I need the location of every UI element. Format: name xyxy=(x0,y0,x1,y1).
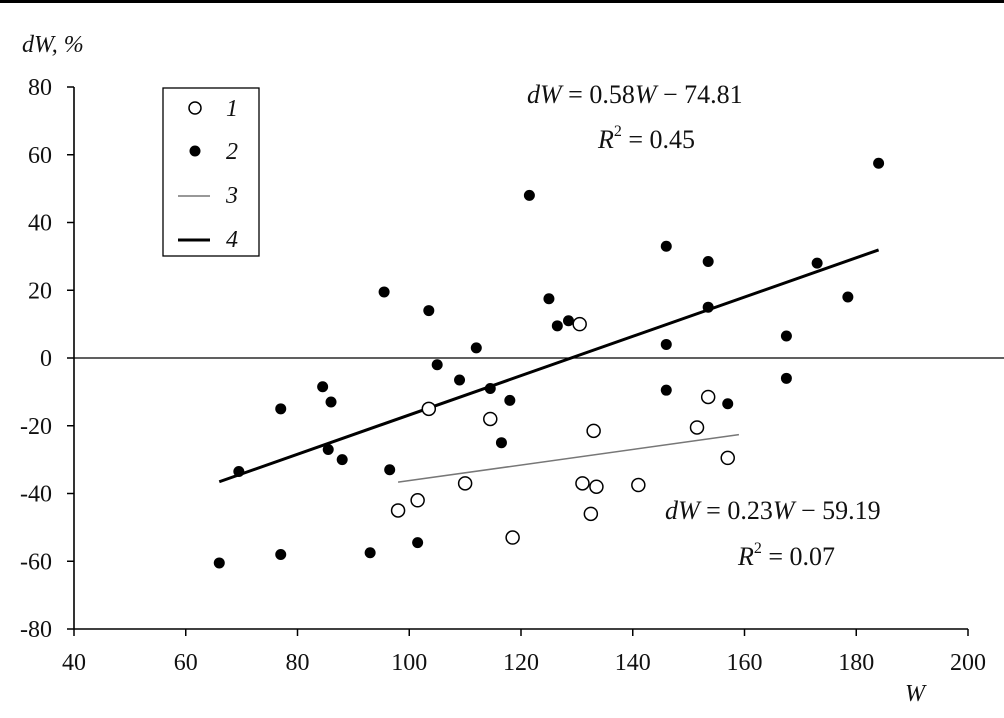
y-tick-label: -20 xyxy=(20,414,52,440)
legend-label-2: 2 xyxy=(226,139,238,165)
legend-label-4: 4 xyxy=(226,227,238,253)
y-tick-label: 40 xyxy=(28,211,52,237)
x-axis-title: W xyxy=(905,681,927,707)
series-1-point xyxy=(589,479,604,494)
series-2-point xyxy=(722,398,734,410)
x-tick-label: 80 xyxy=(286,650,310,676)
series-2-point xyxy=(384,464,396,476)
series-1-point xyxy=(390,503,406,518)
regression-line-4 xyxy=(218,248,880,484)
series-2-point xyxy=(322,443,334,455)
series-2-point xyxy=(325,396,337,408)
x-tick-label: 140 xyxy=(615,650,651,676)
series-2-point xyxy=(423,305,435,317)
series-2-point xyxy=(660,338,672,350)
series-2-point xyxy=(562,315,574,327)
series-2-point xyxy=(495,437,507,449)
y-axis-title: dW, % xyxy=(22,32,84,58)
series-2-point xyxy=(317,381,329,393)
series-2-point xyxy=(431,359,443,371)
legend-label-3: 3 xyxy=(225,183,238,209)
series-2-point xyxy=(780,330,792,342)
x-tick-label: 60 xyxy=(174,650,198,676)
series-1-point xyxy=(575,476,590,491)
regression-equation-4: dW = 0.58W − 74.81 R2 = 0.45 xyxy=(527,80,743,154)
series-1-point xyxy=(586,423,601,439)
y-axis-ticks: -80 -60 -40 -20 0 20 40 60 80 xyxy=(20,75,74,643)
series-2-point xyxy=(873,157,885,169)
series-2-point xyxy=(842,291,854,303)
series-2-point xyxy=(336,454,348,466)
series-1-point xyxy=(700,389,716,405)
series-1-points xyxy=(390,316,735,545)
series-2-point xyxy=(702,301,714,313)
series-2-points xyxy=(213,157,885,569)
series-2-point xyxy=(660,384,672,396)
top-border-rule xyxy=(0,0,1004,3)
y-tick-label: 80 xyxy=(28,75,52,101)
series-2-point xyxy=(412,537,424,549)
series-2-point xyxy=(364,547,376,559)
series-1-point xyxy=(689,420,705,435)
series-1-point xyxy=(483,411,498,427)
x-tick-label: 100 xyxy=(391,650,427,676)
legend-filled-circle-marker xyxy=(189,145,201,157)
series-1-point xyxy=(631,477,646,493)
series-2-point xyxy=(213,557,225,569)
regression-equation-3: dW = 0.23W − 59.19 R2 = 0.07 xyxy=(665,496,881,571)
y-tick-label: 20 xyxy=(28,278,52,304)
legend-box xyxy=(162,87,260,257)
x-tick-label: 40 xyxy=(62,650,86,676)
x-tick-label: 180 xyxy=(838,650,874,676)
series-2-point xyxy=(523,189,535,201)
series-1-point xyxy=(457,476,473,491)
legend: 1 2 3 4 xyxy=(162,87,260,257)
series-2-point xyxy=(275,548,287,560)
y-tick-label: -80 xyxy=(20,617,52,643)
legend-open-circle-marker xyxy=(188,101,202,115)
series-2-point xyxy=(702,255,714,267)
series-1-point xyxy=(410,493,425,508)
series-2-point xyxy=(504,394,516,406)
r-squared-3-text: R2 = 0.07 xyxy=(737,540,835,571)
series-2-point xyxy=(551,320,563,332)
series-2-point xyxy=(780,372,792,384)
series-2-point xyxy=(454,374,466,386)
series-2-point xyxy=(484,382,496,394)
y-tick-label: -60 xyxy=(20,549,52,575)
equation-4-text: dW = 0.58W − 74.81 xyxy=(527,80,743,109)
series-2-point xyxy=(233,465,245,477)
series-1-point xyxy=(421,401,437,417)
x-tick-label: 120 xyxy=(503,650,539,676)
y-tick-label: -40 xyxy=(20,482,52,508)
series-1-point xyxy=(505,530,520,545)
x-tick-label: 200 xyxy=(950,650,986,676)
series-2-point xyxy=(275,403,287,415)
series-1-point xyxy=(720,450,735,466)
series-2-point xyxy=(543,293,555,305)
x-tick-label: 160 xyxy=(727,650,763,676)
legend-label-1: 1 xyxy=(226,96,238,122)
regression-line-3 xyxy=(397,433,740,483)
series-1-point xyxy=(572,316,587,332)
x-axis-ticks: 40 60 80 100 120 140 160 180 200 xyxy=(62,629,986,676)
equation-3-text: dW = 0.23W − 59.19 xyxy=(665,496,881,525)
series-2-point xyxy=(660,240,672,252)
r-squared-4-text: R2 = 0.45 xyxy=(597,123,695,154)
y-tick-label: 0 xyxy=(40,346,52,372)
series-1-point xyxy=(583,506,599,522)
series-2-point xyxy=(470,342,482,354)
series-2-point xyxy=(378,286,390,298)
y-tick-label: 60 xyxy=(28,143,52,169)
series-2-point xyxy=(811,257,823,269)
